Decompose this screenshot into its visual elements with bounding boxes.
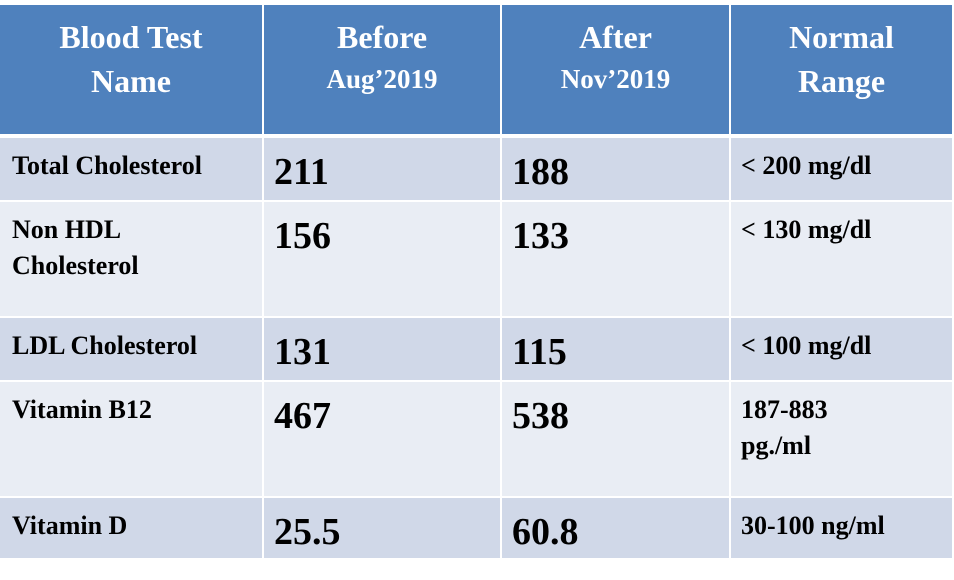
normal-range-line1: 187-883 <box>741 395 828 424</box>
blood-test-table: Blood Test Name Before Aug’2019 After No… <box>0 5 952 560</box>
test-name: Vitamin D <box>12 511 128 540</box>
normal-range-cell: 30-100 ng/ml <box>731 498 952 560</box>
test-name-cell: Total Cholesterol <box>0 138 264 202</box>
after-value: 133 <box>502 202 731 318</box>
header-normal-range-line1: Normal <box>789 19 894 55</box>
test-name-cell: LDL Cholesterol <box>0 318 264 382</box>
normal-range-cell: < 100 mg/dl <box>731 318 952 382</box>
header-row: Blood Test Name Before Aug’2019 After No… <box>0 5 952 138</box>
header-before-line2: Aug’2019 <box>326 64 438 94</box>
header-normal-range-line2: Range <box>797 63 886 99</box>
test-name: Total Cholesterol <box>12 151 202 180</box>
header-test-name: Blood Test Name <box>0 5 264 138</box>
header-normal-range: Normal Range <box>731 5 952 138</box>
header-test-name-line2: Name <box>91 63 171 99</box>
header-after-line1: After <box>579 19 652 55</box>
test-name-cell: Vitamin B12 <box>0 382 264 498</box>
normal-range-line2: pg./ml <box>741 431 812 460</box>
test-name-line2: Cholesterol <box>12 251 139 280</box>
test-name-cell: Non HDL Cholesterol <box>0 202 264 318</box>
normal-range-cell: < 130 mg/dl <box>731 202 952 318</box>
normal-range: < 130 mg/dl <box>741 215 872 244</box>
test-name: LDL Cholesterol <box>12 331 198 360</box>
after-value: 115 <box>502 318 731 382</box>
normal-range: < 200 mg/dl <box>741 151 872 180</box>
header-before: Before Aug’2019 <box>264 5 502 138</box>
normal-range: 30-100 ng/ml <box>741 511 885 540</box>
table-row: Total Cholesterol 211 188 < 200 mg/dl <box>0 138 952 202</box>
test-name-line1: Non HDL <box>12 215 122 244</box>
header-after-line2: Nov’2019 <box>560 64 671 94</box>
test-name-cell: Vitamin D <box>0 498 264 560</box>
header-test-name-line1: Blood Test <box>59 19 203 55</box>
before-value: 25.5 <box>264 498 502 560</box>
after-value: 538 <box>502 382 731 498</box>
after-value: 188 <box>502 138 731 202</box>
table-row: LDL Cholesterol 131 115 < 100 mg/dl <box>0 318 952 382</box>
normal-range: < 100 mg/dl <box>741 331 872 360</box>
normal-range-cell: 187-883 pg./ml <box>731 382 952 498</box>
normal-range-cell: < 200 mg/dl <box>731 138 952 202</box>
test-name: Vitamin B12 <box>12 395 152 424</box>
table-row: Vitamin B12 467 538 187-883 pg./ml <box>0 382 952 498</box>
table-row: Vitamin D 25.5 60.8 30-100 ng/ml <box>0 498 952 560</box>
before-value: 467 <box>264 382 502 498</box>
before-value: 211 <box>264 138 502 202</box>
before-value: 131 <box>264 318 502 382</box>
after-value: 60.8 <box>502 498 731 560</box>
before-value: 156 <box>264 202 502 318</box>
table-row: Non HDL Cholesterol 156 133 < 130 mg/dl <box>0 202 952 318</box>
header-before-line1: Before <box>336 19 428 55</box>
header-after: After Nov’2019 <box>502 5 731 138</box>
